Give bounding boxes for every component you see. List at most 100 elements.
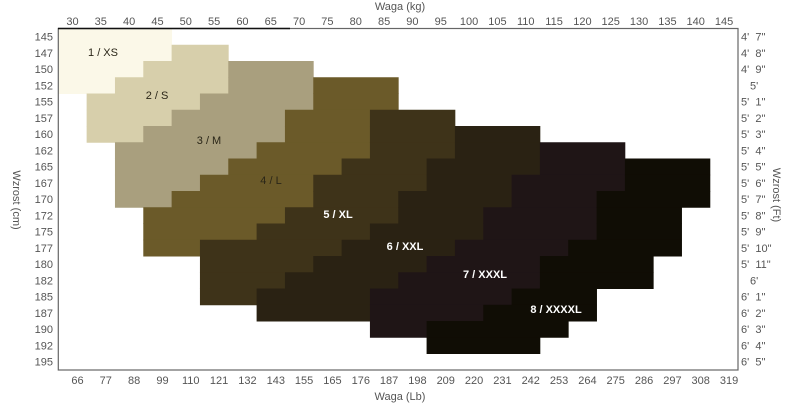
ft-tick-label: 5' 10" bbox=[741, 243, 772, 255]
cm-tick-label: 147 bbox=[35, 48, 53, 60]
right-axis-title: Wzrost (Ft) bbox=[770, 168, 782, 222]
kg-tick-label: 100 bbox=[460, 16, 478, 28]
ft-tick-label: 6' 1" bbox=[741, 292, 765, 304]
ft-tick-label: 4' 8" bbox=[741, 48, 765, 60]
cm-axis: 145 147 150 152 155 157 160 162 165 167 170 172 175 1… bbox=[35, 32, 53, 369]
cm-tick-label: 167 bbox=[35, 178, 53, 190]
cm-tick-label: 192 bbox=[35, 340, 53, 352]
top-axis-title: Waga (kg) bbox=[375, 1, 425, 13]
size-label: 1 / XS bbox=[88, 47, 118, 59]
size-cell bbox=[426, 158, 541, 176]
cm-tick-label: 170 bbox=[35, 194, 53, 206]
size-cell bbox=[284, 109, 371, 127]
left-axis-title: Wzrost (cm) bbox=[10, 170, 22, 229]
lb-tick-label: 132 bbox=[238, 375, 256, 387]
size-cell bbox=[199, 239, 342, 257]
kg-tick-label: 135 bbox=[658, 16, 676, 28]
size-cell bbox=[568, 239, 682, 257]
ft-axis: 4' 7" 4' 8" 4' 9" 5' 5' 1" 5' 2" 5' 3" 5' 4" 5' … bbox=[741, 32, 772, 369]
size-cell bbox=[369, 109, 456, 127]
size-cell bbox=[398, 207, 484, 224]
size-region-3 bbox=[114, 61, 314, 208]
ft-tick-label: 5' 5" bbox=[741, 162, 765, 174]
ft-tick-label: 6' bbox=[750, 275, 758, 287]
lb-tick-label: 253 bbox=[550, 375, 568, 387]
kg-tick-label: 140 bbox=[687, 16, 705, 28]
size-cell bbox=[228, 77, 314, 94]
size-cell bbox=[313, 191, 399, 208]
size-cell bbox=[86, 109, 173, 127]
size-cell bbox=[511, 174, 626, 192]
size-label: 8 / XXXXL bbox=[530, 304, 582, 316]
size-cell bbox=[86, 93, 201, 111]
size-cell bbox=[284, 272, 399, 289]
size-cell bbox=[58, 44, 173, 62]
size-label: 5 / XL bbox=[323, 209, 353, 221]
lb-tick-label: 286 bbox=[635, 375, 653, 387]
size-label: 6 / XXL bbox=[387, 241, 424, 253]
size-cell bbox=[143, 126, 286, 143]
ft-tick-label: 5' 7" bbox=[741, 194, 765, 206]
size-region-2 bbox=[86, 44, 229, 143]
size-cell bbox=[596, 223, 682, 241]
kg-tick-label: 85 bbox=[378, 16, 390, 28]
size-cell bbox=[624, 174, 711, 192]
size-cell bbox=[454, 142, 541, 159]
ft-tick-label: 6' 3" bbox=[741, 324, 765, 336]
ft-tick-label: 5' 9" bbox=[741, 227, 765, 239]
size-cell bbox=[171, 191, 314, 208]
lb-tick-label: 99 bbox=[156, 375, 168, 387]
size-region-6 bbox=[256, 126, 541, 322]
kg-tick-label: 30 bbox=[66, 16, 78, 28]
kg-tick-label: 95 bbox=[435, 16, 447, 28]
kg-tick-label: 145 bbox=[715, 16, 733, 28]
lb-tick-label: 198 bbox=[408, 375, 426, 387]
size-cell bbox=[369, 126, 456, 143]
size-cell bbox=[539, 272, 654, 289]
lb-tick-label: 187 bbox=[380, 375, 398, 387]
ft-tick-label: 5' 3" bbox=[741, 129, 765, 141]
ft-tick-label: 5' 11" bbox=[741, 259, 771, 271]
cm-tick-label: 162 bbox=[35, 145, 53, 157]
size-cell bbox=[539, 142, 626, 159]
size-cell bbox=[143, 61, 229, 78]
lb-tick-label: 165 bbox=[323, 375, 341, 387]
size-cell bbox=[86, 126, 144, 143]
lb-axis: 66 77 88 99 110 121 132 143 155 165 176 187 198 209 22… bbox=[71, 375, 738, 387]
size-cell bbox=[398, 191, 512, 208]
size-cell bbox=[596, 191, 711, 208]
lb-tick-label: 242 bbox=[522, 375, 540, 387]
size-label: 4 / L bbox=[260, 175, 281, 187]
size-cell bbox=[426, 337, 541, 354]
bottom-axis-title: Waga (Lb) bbox=[375, 391, 426, 403]
cm-tick-label: 185 bbox=[35, 292, 53, 304]
size-cell bbox=[256, 142, 371, 159]
cm-tick-label: 172 bbox=[35, 210, 53, 222]
cm-tick-label: 187 bbox=[35, 308, 53, 320]
size-cell bbox=[313, 93, 399, 111]
size-region-7 bbox=[369, 142, 626, 338]
size-cell bbox=[483, 304, 597, 322]
size-cell bbox=[369, 142, 456, 159]
size-cell bbox=[398, 272, 541, 289]
size-cell bbox=[426, 321, 569, 338]
cm-tick-label: 157 bbox=[35, 113, 53, 125]
size-cell bbox=[256, 304, 371, 322]
size-cell bbox=[369, 321, 427, 338]
lb-tick-label: 319 bbox=[720, 375, 738, 387]
lb-tick-label: 275 bbox=[607, 375, 625, 387]
kg-tick-label: 60 bbox=[236, 16, 248, 28]
kg-tick-label: 75 bbox=[321, 16, 333, 28]
size-cell bbox=[58, 28, 173, 46]
kg-tick-label: 115 bbox=[545, 16, 563, 28]
size-cell bbox=[199, 174, 314, 192]
size-cell bbox=[143, 239, 201, 257]
size-label: 2 / S bbox=[146, 90, 169, 102]
lb-tick-label: 264 bbox=[578, 375, 596, 387]
size-regions bbox=[58, 28, 711, 354]
ft-tick-label: 5' bbox=[750, 80, 758, 92]
size-cell bbox=[143, 223, 258, 241]
cm-tick-label: 177 bbox=[35, 243, 53, 255]
size-region-5 bbox=[199, 109, 456, 306]
